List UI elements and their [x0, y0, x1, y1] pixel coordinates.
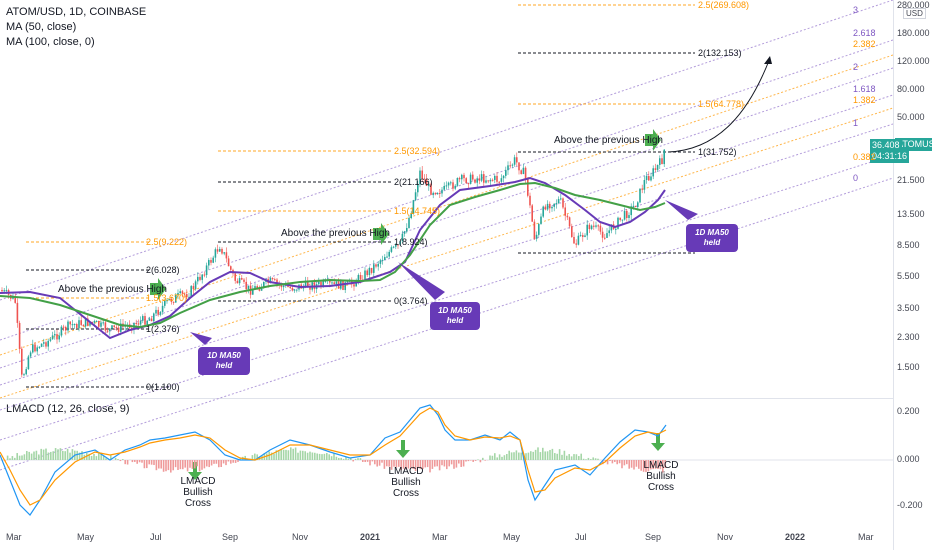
- price-tick: 13.500: [897, 209, 925, 219]
- time-tick: Mar: [432, 532, 448, 542]
- channel-label: 1.382: [853, 95, 876, 105]
- channel-label: 2.618: [853, 28, 876, 38]
- green-arrows: [150, 129, 665, 480]
- fib-label: 0(1.100): [146, 382, 180, 392]
- price-tick: 180.000: [897, 28, 930, 38]
- channel-label: 1.618: [853, 84, 876, 94]
- macd-histogram: [2, 447, 666, 473]
- time-tick: Nov: [292, 532, 309, 542]
- ma50-held-callout[interactable]: 1D MA50 held: [686, 224, 738, 252]
- price-tick: 50.000: [897, 112, 925, 122]
- fib-label: 1.5(14.745): [394, 206, 441, 216]
- ma50-line: [0, 176, 666, 340]
- time-tick: Jul: [150, 532, 162, 542]
- lmacd-cross-label[interactable]: LMACD Bullish Cross: [180, 476, 216, 509]
- price-tick: 80.000: [897, 84, 925, 94]
- macd-tick: -0.200: [897, 500, 923, 510]
- price-tick: 21.500: [897, 175, 925, 185]
- lmacd-cross-label[interactable]: LMACD Bullish Cross: [643, 460, 679, 493]
- channel-label: 2.382: [853, 39, 876, 49]
- ma50-legend[interactable]: MA (50, close): [6, 21, 77, 33]
- last-price-tag: 36.408: [870, 139, 902, 152]
- ma100-legend[interactable]: MA (100, close, 0): [6, 36, 95, 48]
- price-axis[interactable]: [893, 0, 932, 550]
- fib-label: 2(6.028): [146, 265, 180, 275]
- fib-label: 1(8.924): [394, 237, 428, 247]
- time-tick: Sep: [222, 532, 239, 542]
- time-tick: May: [77, 532, 95, 542]
- price-tick: 8.500: [897, 240, 920, 250]
- above-high-note[interactable]: Above the previous High: [58, 284, 167, 295]
- fib-label: 0(3.764): [394, 296, 428, 306]
- pane-separator[interactable]: [0, 398, 893, 399]
- fib-label: 1.5(3.670): [146, 293, 188, 303]
- ma50-held-callout[interactable]: 1D MA50 held: [198, 347, 250, 375]
- price-tick: 3.500: [897, 303, 920, 313]
- time-tick: 2021: [360, 532, 381, 542]
- price-tick: 2.300: [897, 332, 920, 342]
- time-tick: 2022: [785, 532, 806, 542]
- time-tick: Jul: [575, 532, 587, 542]
- channel-label: 0: [853, 173, 859, 183]
- price-tick: 5.500: [897, 271, 920, 281]
- fib-label: 2.5(9.222): [146, 237, 188, 247]
- fib-label: 2(21.166): [394, 177, 433, 187]
- time-tick: May: [503, 532, 521, 542]
- fib-label: 1(31.752): [698, 147, 737, 157]
- price-tick: 280.000: [897, 0, 930, 10]
- channel-label: 0.382: [853, 152, 876, 162]
- chart-canvas[interactable]: [0, 0, 893, 550]
- channel-label: 3: [853, 5, 859, 15]
- macd-tick: 0.000: [897, 454, 920, 464]
- lmacd-legend[interactable]: LMACD (12, 26, close, 9): [6, 403, 130, 415]
- above-high-note[interactable]: Above the previous High: [281, 228, 390, 239]
- time-tick: Mar: [6, 532, 22, 542]
- fib-label: 2.5(32.594): [394, 146, 441, 156]
- price-tick: 120.000: [897, 56, 930, 66]
- fib-levels: [26, 4, 695, 388]
- parallel-channel: [0, 0, 893, 471]
- ma50-held-callout[interactable]: 1D MA50 held: [430, 302, 480, 330]
- price-candles: [1, 148, 665, 378]
- macd-line: [0, 404, 667, 516]
- fib-label: 1(2.376): [146, 324, 180, 334]
- ma100-line: [0, 181, 666, 329]
- fib-label: 2.5(269.608): [698, 0, 750, 10]
- time-tick: Mar: [858, 532, 874, 542]
- time-tick: Sep: [645, 532, 662, 542]
- above-high-note[interactable]: Above the previous High: [554, 135, 663, 146]
- signal-line: [0, 407, 667, 506]
- channel-label: 2: [853, 62, 859, 72]
- price-tick: 1.500: [897, 362, 920, 372]
- fib-label: 1.5(64.778): [698, 99, 745, 109]
- macd-tick: 0.200: [897, 406, 920, 416]
- lmacd-cross-label[interactable]: LMACD Bullish Cross: [388, 466, 424, 499]
- fib-label: 2(132.153): [698, 48, 742, 58]
- currency-tag: USD: [903, 8, 926, 19]
- symbol-title[interactable]: ATOM/USD, 1D, COINBASE: [6, 6, 147, 18]
- projection-arrow: [667, 57, 771, 153]
- symbol-price-tag: ATOMUSD: [895, 138, 932, 151]
- time-tick: Nov: [717, 532, 734, 542]
- countdown-tag: 04:31:16: [870, 150, 910, 163]
- channel-label: 1: [853, 118, 859, 128]
